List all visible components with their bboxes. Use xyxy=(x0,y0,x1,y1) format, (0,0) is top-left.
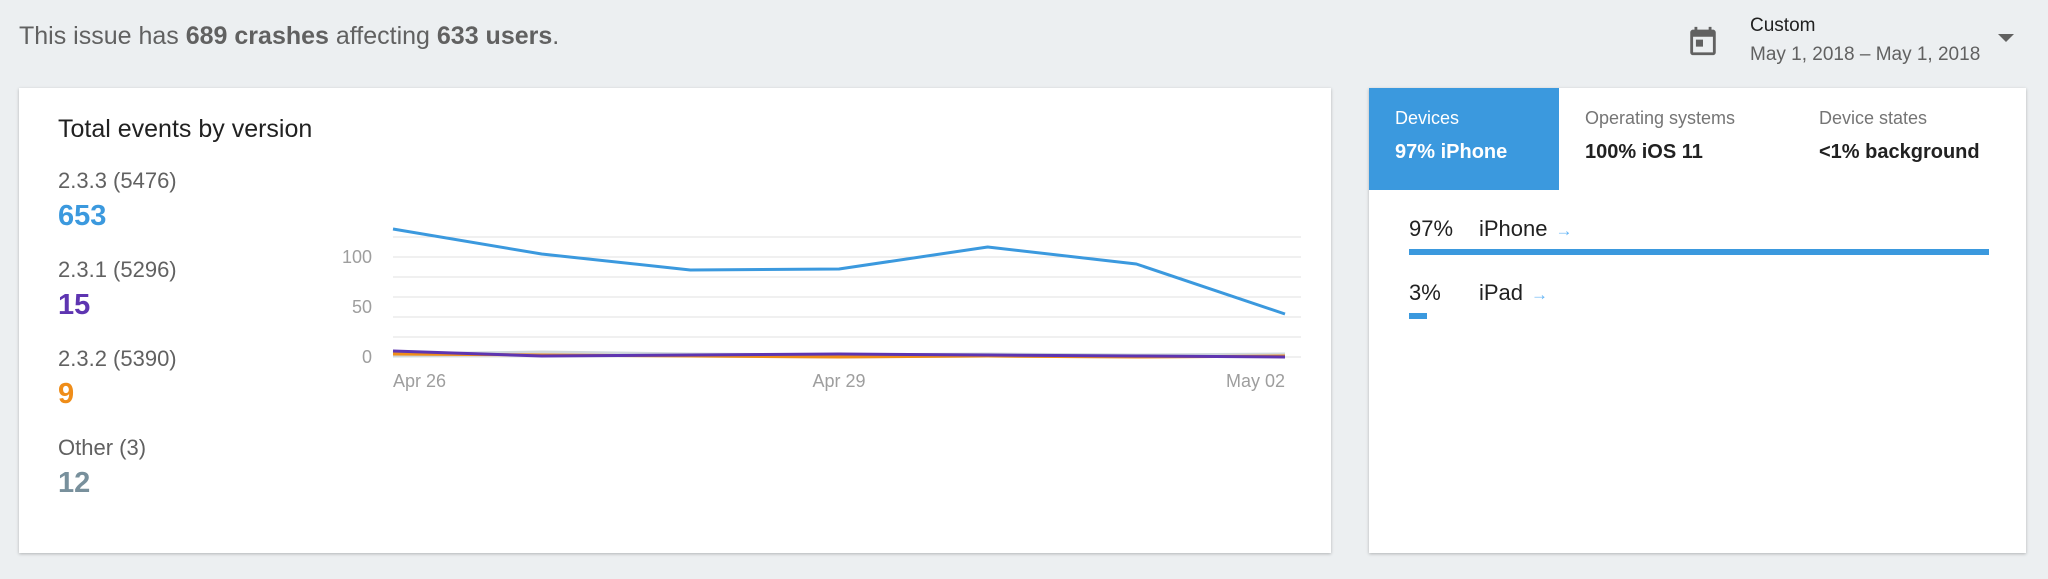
date-range-label: Custom xyxy=(1750,15,1816,36)
device-name: iPad → xyxy=(1479,280,1548,306)
x-tick-label: May 02 xyxy=(1226,371,1285,391)
device-name-label: iPad xyxy=(1479,280,1524,305)
date-range-value: May 1, 2018 – May 1, 2018 xyxy=(1750,44,1981,65)
legend-item-2-3-2[interactable]: 2.3.2 (5390) 9 xyxy=(58,346,258,435)
tab-value: 97% iPhone xyxy=(1395,141,1508,163)
y-tick-label: 100 xyxy=(342,247,372,267)
legend-event-count: 15 xyxy=(58,289,91,321)
calendar-icon xyxy=(1690,26,1716,56)
legend-version-name: 2.3.1 (5296) xyxy=(58,257,177,282)
summary-middle: affecting xyxy=(328,22,437,50)
version-legend: 2.3.3 (5476) 653 2.3.1 (5296) 15 2.3.2 (… xyxy=(58,168,258,524)
legend-item-2-3-1[interactable]: 2.3.1 (5296) 15 xyxy=(58,257,258,346)
tab-value: <1% background xyxy=(1819,141,1980,163)
legend-event-count: 653 xyxy=(58,200,107,232)
legend-event-count: 9 xyxy=(58,378,75,410)
summary-prefix: This issue has xyxy=(19,22,186,50)
crash-count: 689 crashes xyxy=(185,22,329,50)
legend-version-name: 2.3.2 (5390) xyxy=(58,346,177,371)
device-share-bar xyxy=(1409,313,1427,319)
series-line-2-3-1 xyxy=(392,349,1286,359)
arrow-right-icon: → xyxy=(1555,221,1573,240)
arrow-right-icon: → xyxy=(1531,285,1549,304)
device-percent: 97% xyxy=(1409,216,1454,241)
tab-operating-systems[interactable]: Operating systems 100% iOS 11 xyxy=(1559,88,1793,190)
legend-item-2-3-3[interactable]: 2.3.3 (5476) 653 xyxy=(58,168,258,257)
legend-item-other[interactable]: Other (3) 12 xyxy=(58,435,258,524)
issue-summary: This issue has 689 crashes affecting 633… xyxy=(19,22,559,51)
series-line-2-3-3 xyxy=(392,227,1286,316)
legend-event-count: 12 xyxy=(58,467,91,499)
legend-version-name: 2.3.3 (5476) xyxy=(58,168,177,193)
tab-name: Operating systems xyxy=(1585,108,1736,128)
devices-card: Devices 97% iPhone Operating systems 100… xyxy=(1369,88,2026,553)
device-share-bar xyxy=(1409,249,1989,255)
tab-device-states[interactable]: Device states <1% background xyxy=(1793,88,2026,190)
tab-name: Devices xyxy=(1395,108,1460,128)
events-line-chart: 0 50 100 Apr 26 Apr 29 May 02 xyxy=(342,227,1301,391)
chevron-down-icon[interactable] xyxy=(1998,34,2014,42)
tab-devices[interactable]: Devices 97% iPhone xyxy=(1369,88,1559,190)
summary-suffix: . xyxy=(552,22,560,50)
card-title: Total events by version xyxy=(58,115,313,143)
breakdown-tabs: Devices 97% iPhone Operating systems 100… xyxy=(1369,88,2026,190)
date-range-picker[interactable]: Custom May 1, 2018 – May 1, 2018 xyxy=(1680,10,2020,72)
x-tick-label: Apr 26 xyxy=(393,371,446,391)
tab-name: Device states xyxy=(1819,108,1928,128)
device-percent: 3% xyxy=(1409,280,1441,305)
y-tick-label: 0 xyxy=(362,347,372,367)
device-name-label: iPhone xyxy=(1479,216,1548,241)
x-tick-label: Apr 29 xyxy=(812,371,865,391)
tab-value: 100% iOS 11 xyxy=(1585,141,1703,163)
device-name: iPhone → xyxy=(1479,216,1573,242)
user-count: 633 users xyxy=(436,22,553,50)
legend-version-name: Other (3) xyxy=(58,435,147,460)
y-tick-label: 50 xyxy=(352,297,372,317)
events-by-version-card: Total events by version 2.3.3 (5476) 653… xyxy=(19,88,1331,553)
